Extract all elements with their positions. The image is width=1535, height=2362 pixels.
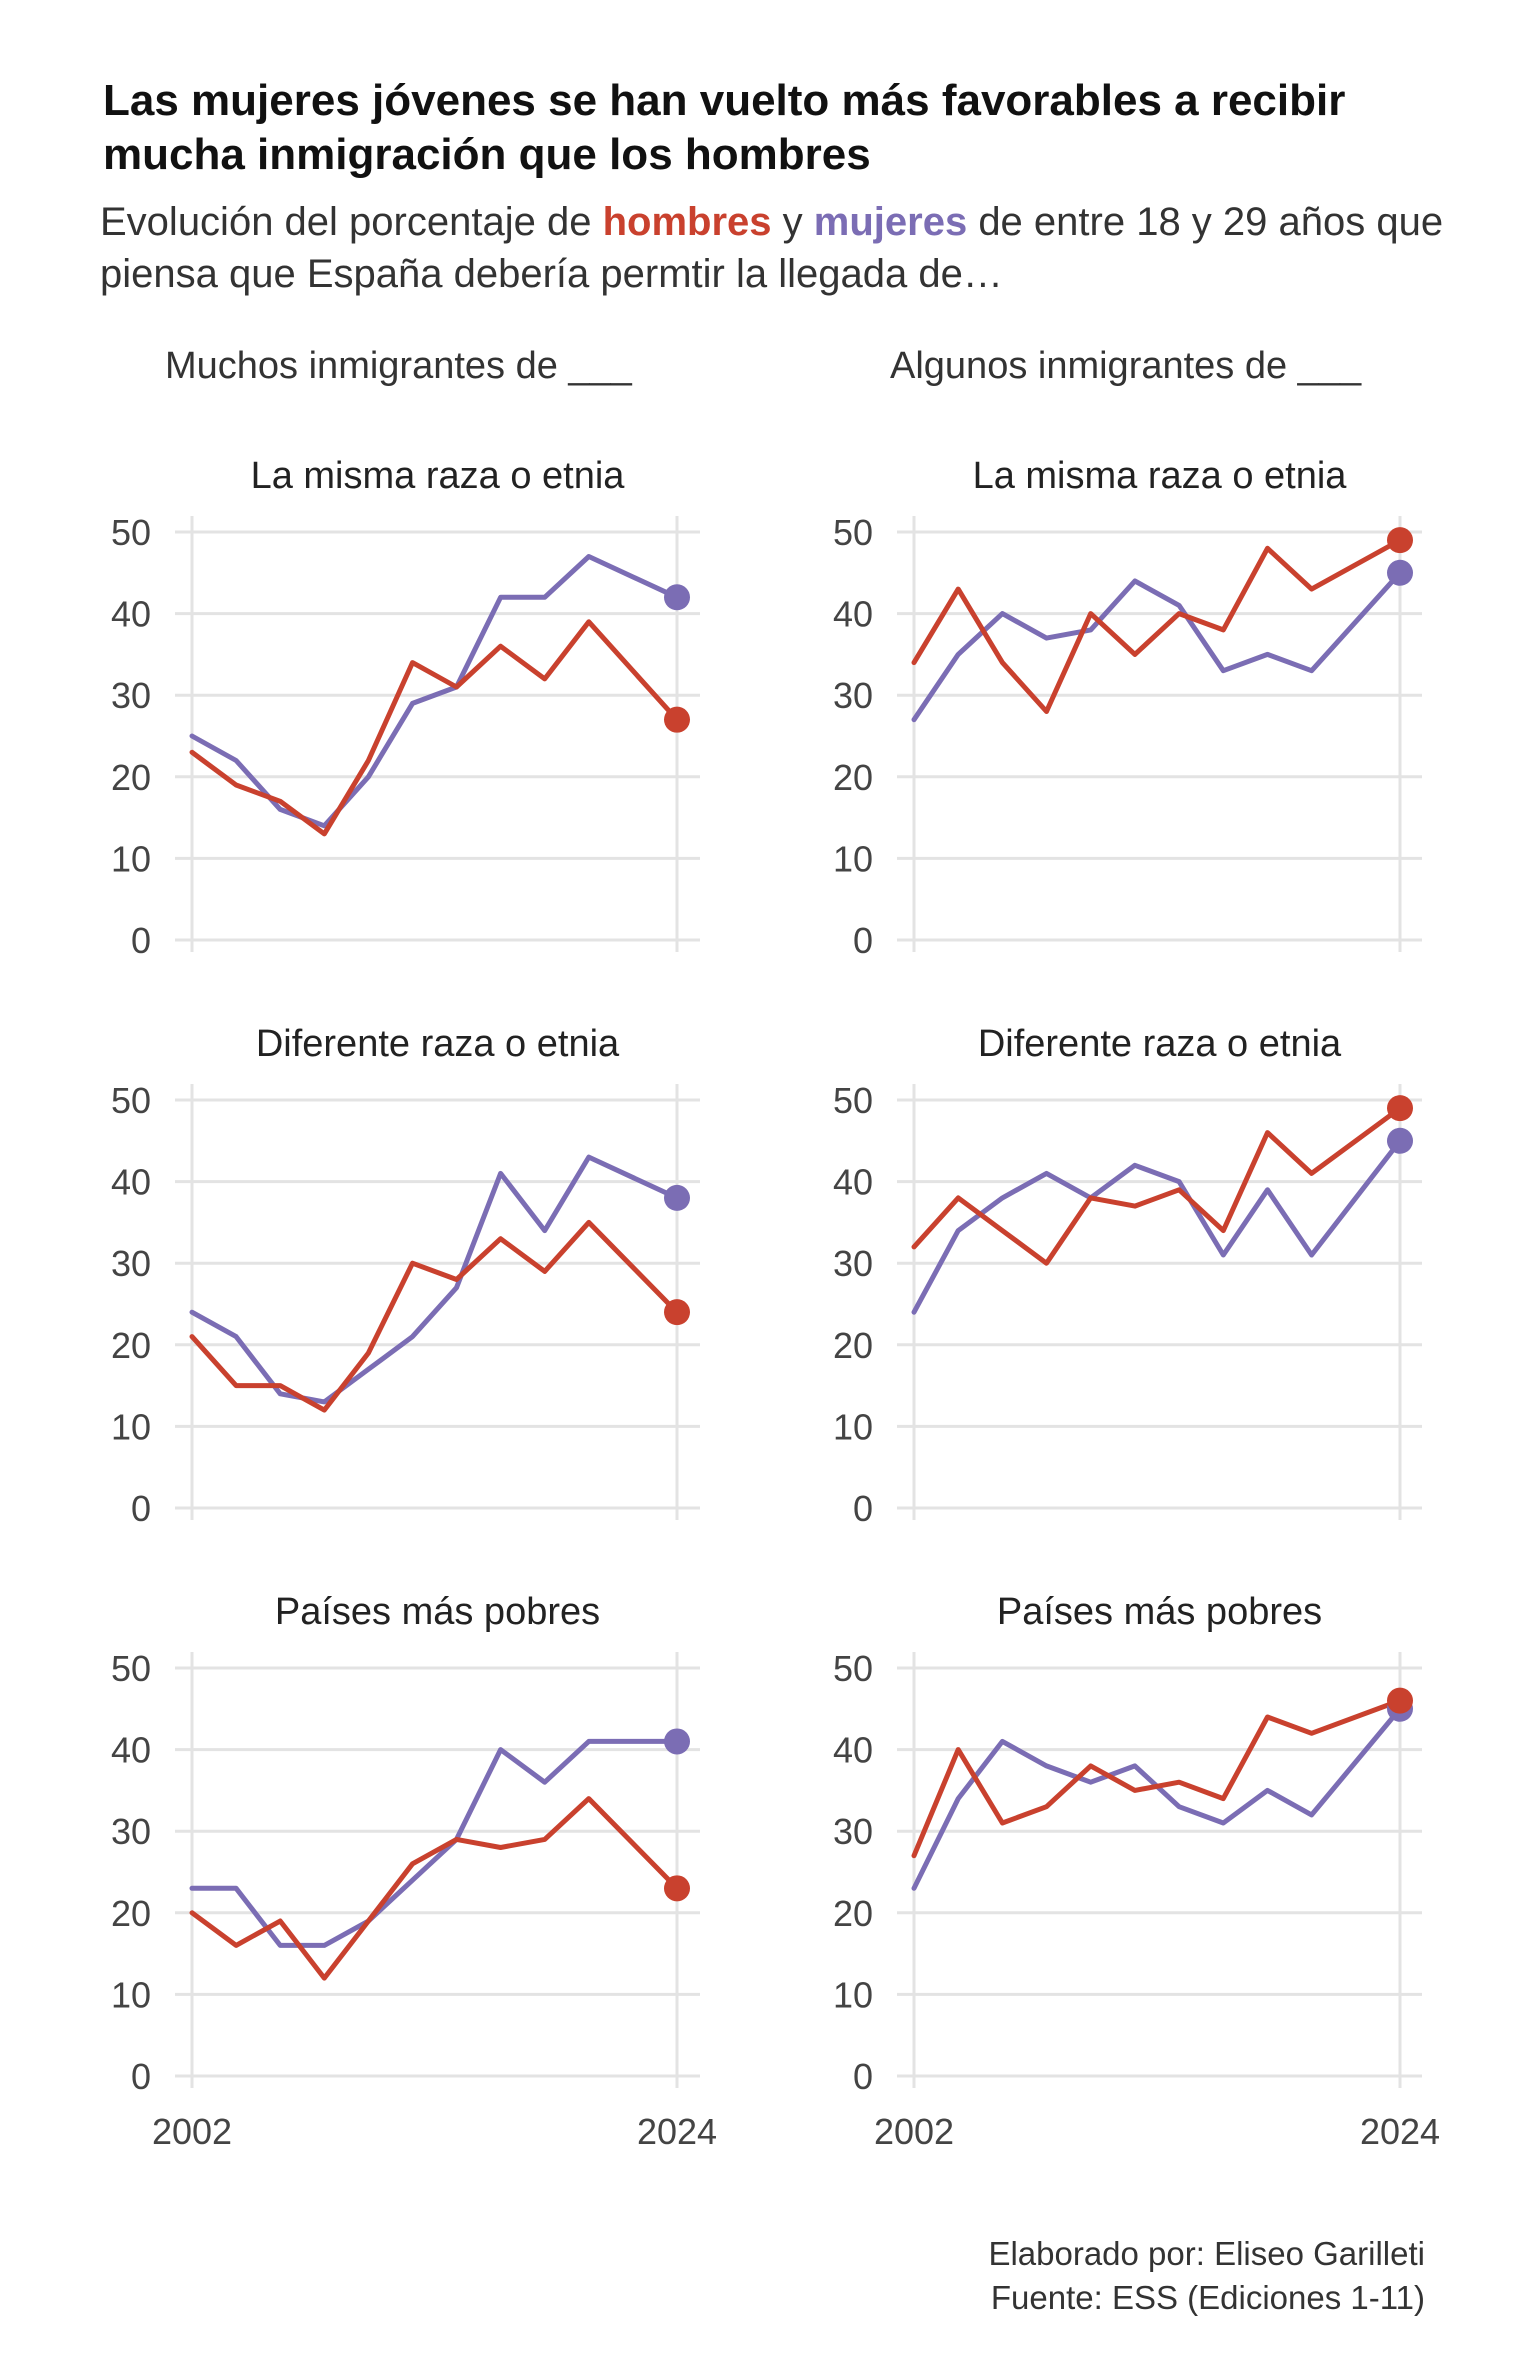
y-tick-label: 20 — [111, 1893, 151, 1934]
footer-author: Elaborado por: Eliseo Garilleti — [988, 2235, 1425, 2272]
column-header-many: Muchos inmigrantes de ___ — [165, 345, 632, 387]
y-tick-label: 30 — [833, 675, 873, 716]
y-tick-label: 0 — [853, 920, 873, 961]
y-tick-label: 40 — [833, 1730, 873, 1771]
end-point-women — [664, 1184, 690, 1211]
series-line-men — [189, 1219, 680, 1413]
y-tick-label: 50 — [833, 512, 873, 553]
y-tick-label: 50 — [111, 512, 151, 553]
x-tick-label: 2024 — [637, 2111, 717, 2152]
y-tick-label: 40 — [833, 1162, 873, 1203]
y-tick-label: 10 — [833, 1406, 873, 1447]
panel-title: La misma raza o etnia — [251, 455, 626, 497]
x-tick-label: 2024 — [1360, 2111, 1440, 2152]
y-tick-label: 10 — [833, 838, 873, 879]
chart-subtitle: Evolución del porcentaje de hombres y mu… — [100, 196, 1480, 300]
y-tick-label: 30 — [111, 675, 151, 716]
y-tick-label: 50 — [833, 1080, 873, 1121]
y-tick-label: 10 — [111, 1974, 151, 2015]
x-tick-label: 2002 — [152, 2111, 232, 2152]
y-tick-label: 30 — [833, 1243, 873, 1284]
end-point-men — [1387, 527, 1413, 554]
end-point-women — [1387, 1127, 1413, 1154]
footer: Elaborado por: Eliseo Garilleti Fuente: … — [988, 2232, 1425, 2320]
y-tick-label: 50 — [111, 1080, 151, 1121]
y-tick-label: 0 — [853, 1488, 873, 1529]
column-header-some: Algunos inmigrantes de ___ — [890, 345, 1362, 387]
series-line-men — [911, 1105, 1403, 1266]
series-line-men — [189, 619, 680, 837]
y-tick-label: 50 — [833, 1648, 873, 1689]
y-tick-label: 40 — [111, 1730, 151, 1771]
y-tick-label: 50 — [111, 1648, 151, 1689]
subtitle-men-word: hombres — [602, 200, 772, 244]
series-line-women — [189, 554, 680, 829]
end-point-men — [664, 706, 690, 733]
series-line-men — [911, 537, 1403, 714]
y-tick-label: 20 — [111, 757, 151, 798]
y-tick-label: 10 — [111, 838, 151, 879]
y-tick-label: 10 — [833, 1974, 873, 2015]
y-tick-label: 30 — [833, 1811, 873, 1852]
y-tick-label: 0 — [853, 2056, 873, 2097]
end-point-women — [664, 584, 690, 611]
series-line-men — [911, 1698, 1403, 1859]
subtitle-join: y — [782, 200, 803, 244]
end-point-men — [664, 1875, 690, 1902]
panel-title: La misma raza o etnia — [973, 455, 1348, 497]
end-point-women — [664, 1728, 690, 1755]
end-point-men — [1387, 1095, 1413, 1122]
y-tick-label: 20 — [833, 1893, 873, 1934]
y-tick-label: 30 — [111, 1811, 151, 1852]
series-line-women — [189, 1738, 680, 1948]
panel-title: Diferente raza o etnia — [256, 1023, 620, 1065]
y-tick-label: 30 — [111, 1243, 151, 1284]
y-tick-label: 20 — [833, 757, 873, 798]
y-tick-label: 20 — [833, 1325, 873, 1366]
subtitle-women-word: mujeres — [813, 200, 968, 244]
panel-title: Países más pobres — [275, 1591, 600, 1633]
y-tick-label: 0 — [131, 920, 151, 961]
series-line-women — [189, 1154, 680, 1405]
end-point-men — [1387, 1687, 1413, 1714]
end-point-men — [664, 1299, 690, 1326]
y-tick-label: 0 — [131, 1488, 151, 1529]
y-tick-label: 10 — [111, 1406, 151, 1447]
y-tick-label: 40 — [833, 594, 873, 635]
panel-title: Países más pobres — [997, 1591, 1322, 1633]
y-tick-label: 40 — [111, 594, 151, 635]
series-line-men — [189, 1796, 680, 1981]
chart-title: Las mujeres jóvenes se han vuelto más fa… — [103, 76, 1346, 179]
series-line-women — [911, 1138, 1403, 1315]
subtitle-pre: Evolución del porcentaje de — [100, 200, 592, 244]
footer-source: Fuente: ESS (Ediciones 1-11) — [990, 2279, 1425, 2316]
x-tick-label: 2002 — [874, 2111, 954, 2152]
end-point-women — [1387, 559, 1413, 586]
y-tick-label: 0 — [131, 2056, 151, 2097]
y-tick-label: 40 — [111, 1162, 151, 1203]
series-line-women — [911, 570, 1403, 723]
subtitle-post: de entre 18 y 29 años que piensa que Esp… — [100, 200, 1444, 296]
y-tick-label: 20 — [111, 1325, 151, 1366]
panel-title: Diferente raza o etnia — [978, 1023, 1342, 1065]
series-line-women — [911, 1706, 1403, 1891]
